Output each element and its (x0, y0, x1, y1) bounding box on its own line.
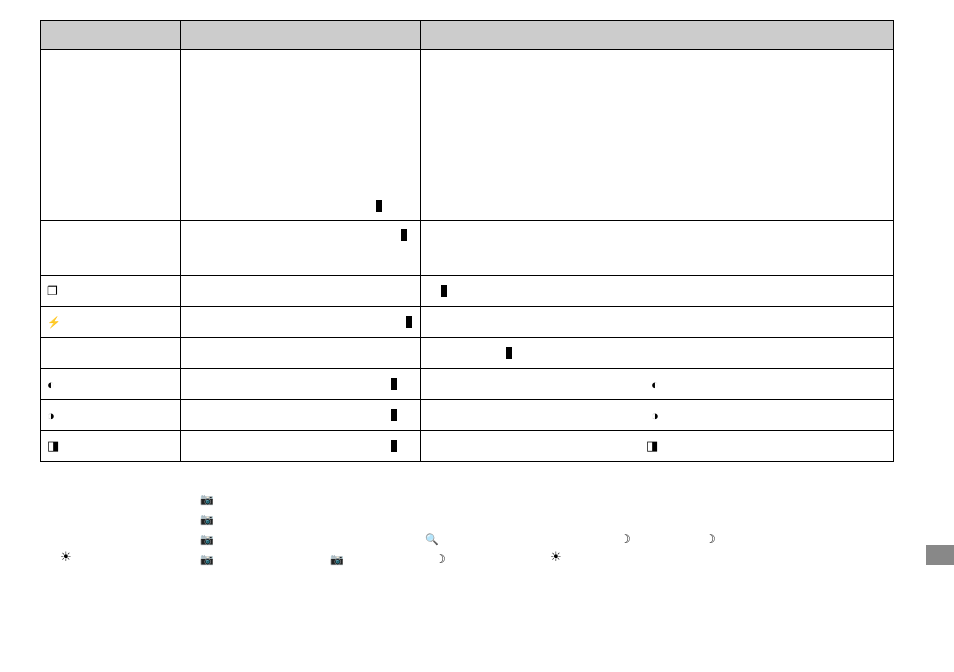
table-row (41, 307, 893, 338)
marker-icon (441, 285, 447, 297)
table-row (41, 276, 893, 307)
flash-icon (47, 315, 63, 329)
footnote-line (40, 530, 894, 550)
settings-table (40, 20, 894, 462)
table-row (41, 400, 893, 431)
cell-r6c3 (421, 369, 893, 399)
cell-r3c1 (41, 276, 181, 306)
header-cell-2 (181, 21, 421, 49)
cell-r4c3 (421, 307, 893, 337)
contrast-icon (47, 408, 63, 423)
cell-r5c1 (41, 338, 181, 368)
cell-r8c3 (421, 431, 893, 461)
table-row (41, 50, 893, 221)
moon-icon (620, 530, 636, 548)
saturation-icon (651, 377, 667, 392)
moon-icon (435, 550, 451, 568)
cell-r8c1 (41, 431, 181, 461)
cell-r1c3 (421, 50, 893, 220)
camera-icon (200, 530, 216, 549)
cell-r4c2 (181, 307, 421, 337)
camera-icon (330, 550, 346, 569)
night-portrait-icon (705, 530, 721, 548)
cell-r5c3 (421, 338, 893, 368)
cell-r6c1 (41, 369, 181, 399)
marker-icon (391, 378, 397, 390)
cell-r7c2 (181, 400, 421, 430)
table-row (41, 221, 893, 276)
camera-icon (200, 550, 216, 569)
table-row (41, 369, 893, 400)
header-cell-1 (41, 21, 181, 49)
cell-r5c2 (181, 338, 421, 368)
cell-r4c1 (41, 307, 181, 337)
cell-r2c2 (181, 221, 421, 275)
footnote-line (40, 490, 894, 510)
cell-r6c2 (181, 369, 421, 399)
footnotes-block (40, 490, 894, 570)
cell-r7c1 (41, 400, 181, 430)
sharpness-icon (47, 438, 63, 454)
cell-r3c2 (181, 276, 421, 306)
cell-r8c2 (181, 431, 421, 461)
marker-icon (376, 200, 382, 212)
table-row (41, 431, 893, 461)
sharpness-icon (646, 438, 662, 454)
header-cell-3 (421, 21, 893, 49)
contrast-icon (651, 408, 667, 423)
table-row (41, 338, 893, 369)
cell-r2c3 (421, 221, 893, 275)
page-side-tab (926, 545, 954, 565)
cell-r3c3 (421, 276, 893, 306)
marker-icon (401, 229, 407, 241)
marker-icon (391, 409, 397, 421)
footnote-line (40, 510, 894, 530)
fireworks-icon (60, 550, 74, 564)
cell-r7c3 (421, 400, 893, 430)
marker-icon (391, 440, 397, 452)
camera-icon (200, 490, 216, 509)
cell-r1c1 (41, 50, 181, 220)
cell-r2c1 (41, 221, 181, 275)
footnote-line (40, 550, 894, 570)
camera-icon (200, 510, 216, 529)
cell-r1c2 (181, 50, 421, 220)
saturation-icon (47, 377, 63, 392)
marker-icon (406, 316, 412, 328)
table-header-row (41, 21, 893, 50)
magnifier-icon (425, 530, 441, 549)
marker-icon (506, 347, 512, 359)
continuous-icon (47, 284, 63, 298)
fireworks-icon (550, 550, 564, 564)
